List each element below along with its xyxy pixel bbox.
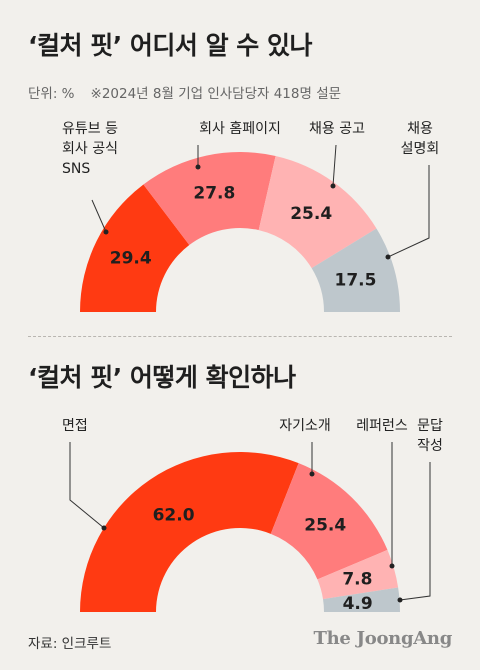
chart1-label-4-line-1: 채용 xyxy=(407,121,433,137)
chart2-label-1-line-1: 면접 xyxy=(62,418,88,434)
brand-logo: The JoongAng xyxy=(313,628,453,649)
chart2-label-3-line-1: 레퍼런스 xyxy=(356,418,408,434)
chart2-slice-1 xyxy=(80,452,299,612)
chart2-value-1: 62.0 xyxy=(153,505,195,525)
chart2-value-2: 25.4 xyxy=(304,516,346,536)
chart2-leader-dot-4 xyxy=(397,597,403,603)
chart1-leader-4 xyxy=(387,165,430,258)
chart2-leader-4 xyxy=(399,462,431,601)
survey-note: ※2024년 8월 기업 인사담당자 418명 설문 xyxy=(90,86,342,102)
chart1-leader-dot-1 xyxy=(103,229,109,235)
chart1-label-1-line-3: SNS xyxy=(62,161,90,177)
chart2-leader-1 xyxy=(69,442,105,529)
chart1-leader-dot-3 xyxy=(330,183,336,189)
source-label: 자료: 인크루트 xyxy=(28,636,112,652)
chart2-leader-dot-1 xyxy=(101,525,107,531)
chart1-label-2-line-1: 회사 홈페이지 xyxy=(199,121,281,137)
chart1-leader-dot-4 xyxy=(385,254,391,260)
chart2-value-4: 4.9 xyxy=(343,594,373,614)
chart1-label-1-line-1: 유튜브 등 xyxy=(62,121,118,137)
chart1-label-3-line-1: 채용 공고 xyxy=(309,121,365,137)
chart2-leader-dot-2 xyxy=(309,471,315,477)
chart1-leader-3 xyxy=(332,144,337,187)
chart2-value-3: 7.8 xyxy=(342,570,372,590)
chart2-label-4-line-2: 작성 xyxy=(417,438,443,454)
chart2-leader-dot-3 xyxy=(389,563,395,569)
chart2-label-2-line-1: 자기소개 xyxy=(279,418,331,434)
chart1-value-2: 27.8 xyxy=(193,184,235,204)
section-divider xyxy=(28,336,452,337)
chart2-slice-3 xyxy=(317,549,399,600)
chart2-label-4-line-1: 문답 xyxy=(417,418,443,434)
chart1-slice-1 xyxy=(80,184,190,312)
chart1-value-1: 29.4 xyxy=(110,249,152,269)
chart1-value-4: 17.5 xyxy=(335,270,377,290)
unit-label: 단위: % xyxy=(28,86,75,102)
chart1-value-3: 25.4 xyxy=(290,204,332,224)
survey-meta: 단위: % ※2024년 8월 기업 인사담당자 418명 설문 xyxy=(28,82,341,102)
chart-title-2: ‘컬처 핏’ 어떻게 확인하나 xyxy=(28,363,296,392)
chart1-slice-2 xyxy=(143,151,276,246)
chart-title-1: ‘컬처 핏’ 어디서 알 수 있나 xyxy=(28,31,313,60)
chart2-slice-4 xyxy=(323,587,400,612)
chart1-slice-4 xyxy=(311,228,400,312)
chart2-slice-2 xyxy=(270,463,388,580)
chart1-label-4-line-2: 설명회 xyxy=(401,141,440,157)
chart1-slice-3 xyxy=(258,156,377,269)
chart1-leader-dot-2 xyxy=(195,164,201,170)
chart1-leader-1 xyxy=(91,199,107,233)
chart1-label-1-line-2: 회사 공식 xyxy=(62,141,118,157)
